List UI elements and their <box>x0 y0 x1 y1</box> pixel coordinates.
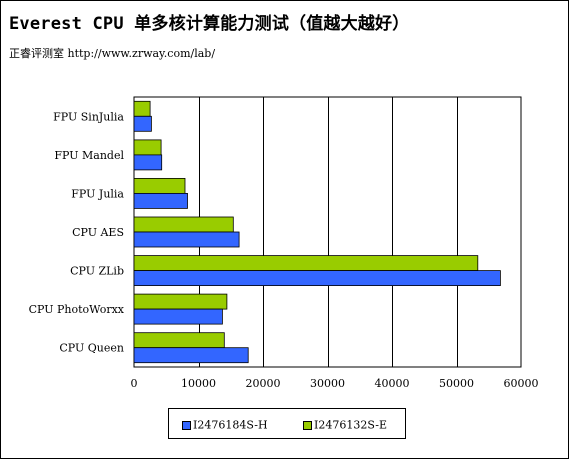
x-tick-label: 20000 <box>246 377 281 390</box>
legend-label-h: I2476184S-H <box>193 418 268 432</box>
legend-label-e: I2476132S-E <box>314 418 388 432</box>
legend-item-h: I2476184S-H <box>182 418 268 432</box>
x-tick-label: 60000 <box>504 377 539 390</box>
bar-e-6 <box>133 332 225 349</box>
bar-h-0 <box>133 115 152 132</box>
category-label: CPU PhotoWorxx <box>29 303 125 316</box>
bar-e-5 <box>133 293 228 310</box>
x-tick-label: 0 <box>131 377 138 390</box>
bar-e-1 <box>133 139 162 156</box>
bar-h-6 <box>133 347 249 364</box>
legend-item-e: I2476132S-E <box>303 418 387 432</box>
bar-e-2 <box>133 177 186 194</box>
x-tick-label: 30000 <box>310 377 345 390</box>
chart-title: Everest CPU 单多核计算能力测试（值越大越好） <box>9 14 410 34</box>
x-tick-label: 50000 <box>439 377 474 390</box>
bar-h-2 <box>133 192 188 209</box>
legend-swatch-e <box>303 420 312 430</box>
bar-h-1 <box>133 154 163 171</box>
legend-swatch-h <box>182 420 191 430</box>
bar-e-4 <box>133 255 479 272</box>
category-labels: FPU SinJulia FPU Mandel FPU Julia CPU AES CP… <box>29 110 125 354</box>
bar-h-5 <box>133 308 223 325</box>
x-tick-label: 10000 <box>181 377 216 390</box>
category-label: FPU Mandel <box>54 149 124 162</box>
x-tick-label: 40000 <box>375 377 410 390</box>
legend: I2476184S-H I2476132S-E <box>168 408 406 439</box>
bar-h-4 <box>133 270 501 287</box>
x-tick-labels: 0 10000 20000 30000 40000 50000 60000 <box>131 377 539 390</box>
category-label: CPU ZLib <box>70 265 124 278</box>
bar-h-3 <box>133 231 240 248</box>
category-label: FPU Julia <box>71 187 124 200</box>
bars <box>133 100 501 364</box>
category-label: FPU SinJulia <box>53 110 124 123</box>
category-label: CPU Queen <box>59 342 124 355</box>
bar-e-3 <box>133 216 234 233</box>
category-label: CPU AES <box>72 226 124 239</box>
chart-subtitle: 正睿评测室 http://www.zrway.com/lab/ <box>9 47 216 60</box>
bar-e-0 <box>133 100 151 117</box>
